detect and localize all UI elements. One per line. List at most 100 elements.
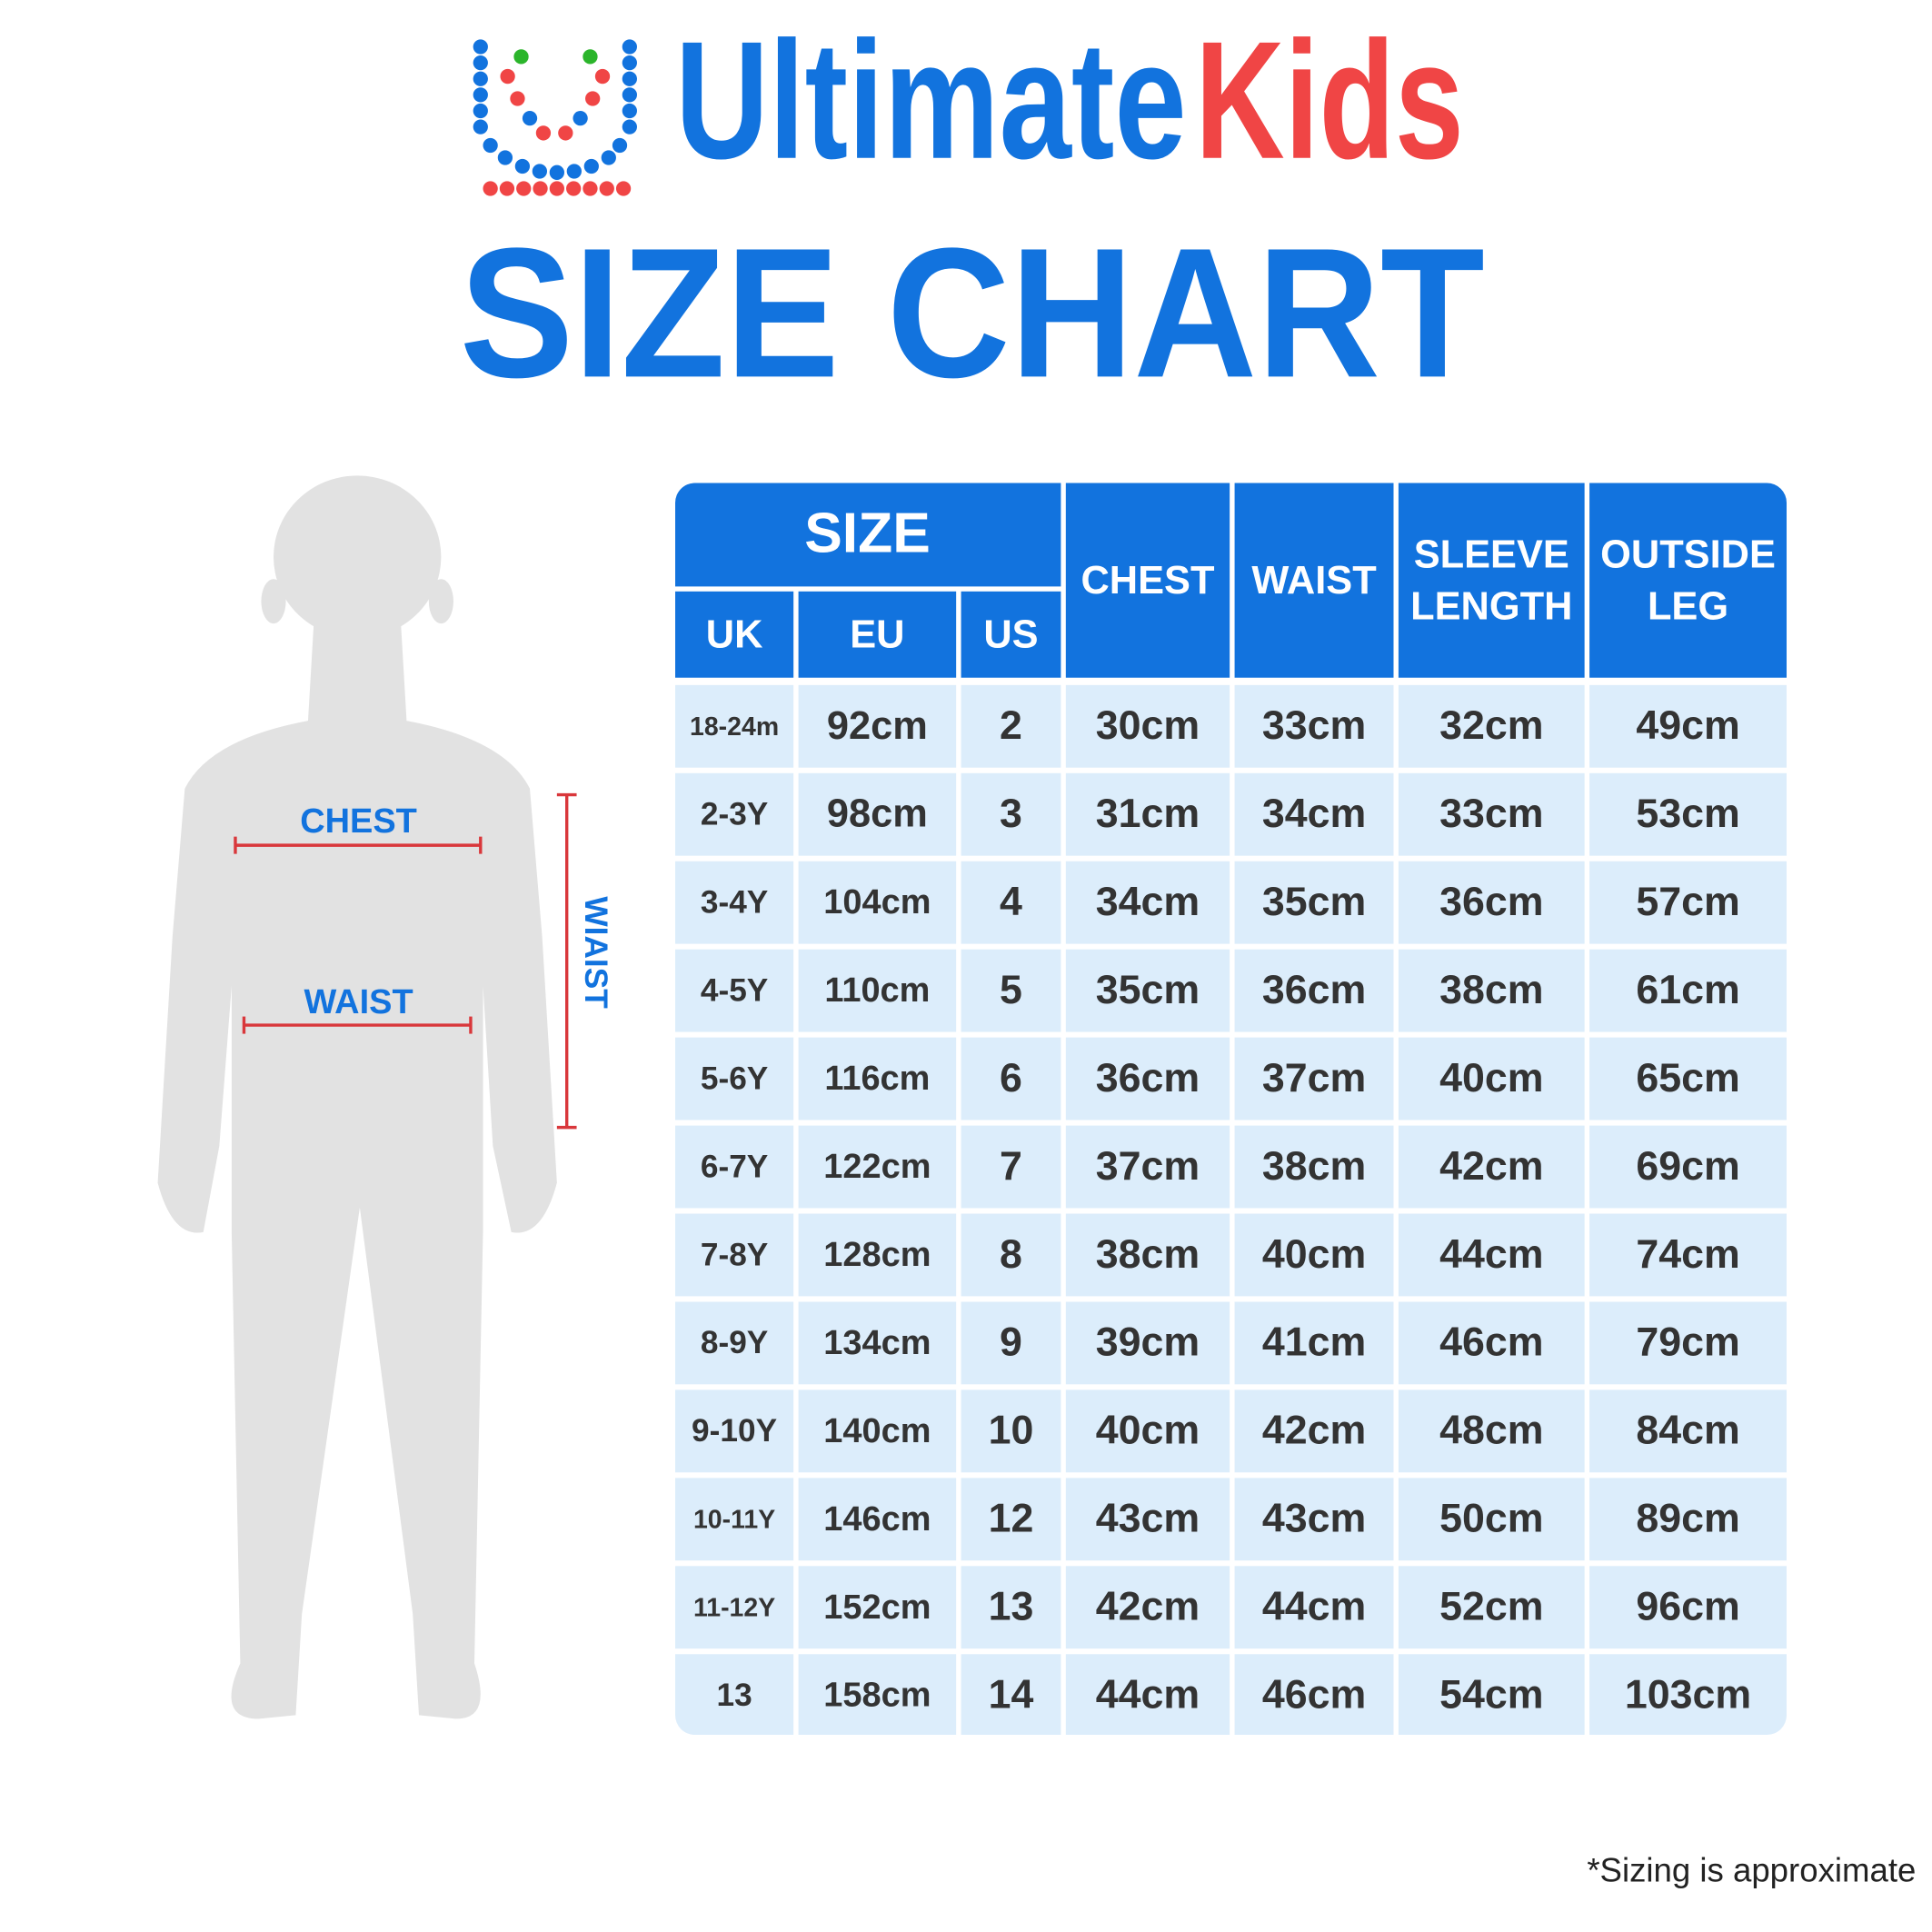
table-cell [798,1566,957,1649]
table-cell [675,1389,794,1473]
cell-text: 104cm [823,883,931,921]
table-cell [1065,684,1230,768]
table-cell [961,1125,1061,1209]
logo-dot [549,164,564,180]
table-cell [1234,1213,1394,1297]
table-cell [1398,1566,1585,1649]
table-cell [961,1654,1061,1736]
cell-text: 61cm [1636,967,1739,1012]
header-text: CHEST [1081,559,1215,603]
cell-text: 44cm [1439,1231,1543,1277]
table-cell [1398,1037,1585,1120]
table-cell [675,861,794,944]
table-cell [1065,1125,1230,1209]
cell-text: 49cm [1636,702,1739,748]
table-cell [798,772,957,856]
brand-name: UltimateKids [675,6,1464,194]
cell-text: 4 [1000,879,1022,924]
table-cell [1589,1478,1788,1561]
cell-text: 46cm [1439,1320,1543,1365]
cell-text: 18-24m [690,712,779,742]
cell-text: 84cm [1636,1408,1739,1453]
height-label: WIAIST [578,896,613,1009]
cell-text: 32cm [1439,702,1543,748]
table-cell [798,949,957,1032]
cell-text: 146cm [823,1500,931,1539]
header-cell [1234,483,1394,678]
table-cell [1589,1654,1788,1736]
cell-text: 134cm [823,1324,931,1362]
logo-dot [513,49,529,65]
table-cell [1589,1037,1788,1120]
header-text: SLEEVE [1414,533,1569,576]
table-cell [798,1301,957,1385]
table-cell [675,1213,794,1297]
header-cell [1398,483,1585,678]
table-cell [1398,1389,1585,1473]
table-cell [1398,1213,1585,1297]
table-cell [1589,1213,1788,1297]
table-cell [1398,684,1585,768]
cell-text: 44cm [1262,1584,1366,1629]
table-cell [798,1478,957,1561]
header-cell [675,591,794,678]
table-cell [1065,1566,1230,1649]
header-text: UK [706,612,763,656]
cell-text: 74cm [1636,1231,1739,1277]
cell-text: 4-5Y [701,972,768,1008]
table-cell [1065,772,1230,856]
cell-text: 35cm [1262,879,1366,924]
title: SIZE CHART [460,210,1485,416]
logo-dot [622,39,637,55]
table-cell [1398,949,1585,1032]
header-text: OUTSIDE [1600,533,1776,576]
logo-dot [483,137,498,154]
table-cell [961,684,1061,768]
logo-dot [594,68,611,85]
header-text: LEG [1648,584,1728,628]
cell-text: 36cm [1096,1055,1200,1100]
cell-text: 52cm [1439,1584,1543,1629]
table-cell [675,1478,794,1561]
table-cell [1234,1566,1394,1649]
table-cell [675,684,794,768]
cell-text: 38cm [1262,1143,1366,1189]
table-cell [1589,1125,1788,1209]
cell-text: 43cm [1262,1496,1366,1541]
cell-text: 43cm [1096,1496,1200,1541]
table-cell [1065,1389,1230,1473]
logo-dot [622,103,637,119]
cell-text: 8-9Y [701,1325,768,1360]
cell-text: 40cm [1262,1231,1366,1277]
logo-dot [549,181,564,196]
cell-text: 7 [1000,1143,1022,1189]
table-cell [1589,1566,1788,1649]
table-cell [1234,1301,1394,1385]
cell-text: 38cm [1439,967,1543,1012]
logo-dot [497,150,513,165]
cell-text: 13 [989,1584,1034,1629]
table-cell [798,1125,957,1209]
table-cell [1589,1389,1788,1473]
table-cell [1398,1125,1585,1209]
logo-dot [473,55,488,71]
header-cell [1065,483,1230,678]
table-cell [961,1566,1061,1649]
logo-dot [473,39,488,55]
table-cell [675,772,794,856]
table-cell [1234,1389,1394,1473]
cell-text: 103cm [1625,1672,1751,1718]
logo-dot [500,68,515,85]
table-cell [798,1037,957,1120]
logo-dot [583,158,599,174]
cell-text: 37cm [1096,1143,1200,1189]
table-cell [961,1389,1061,1473]
cell-text: 158cm [823,1677,931,1715]
table-cell [798,1389,957,1473]
header-text: LENGTH [1410,584,1572,628]
logo-dot [585,91,601,106]
cell-text: 5 [1000,967,1022,1012]
table-cell [1234,861,1394,944]
